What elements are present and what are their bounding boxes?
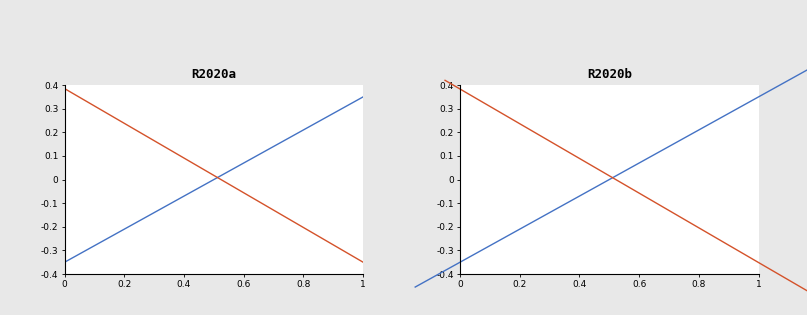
Title: R2020b: R2020b [587,68,632,81]
Title: R2020a: R2020a [191,68,236,81]
